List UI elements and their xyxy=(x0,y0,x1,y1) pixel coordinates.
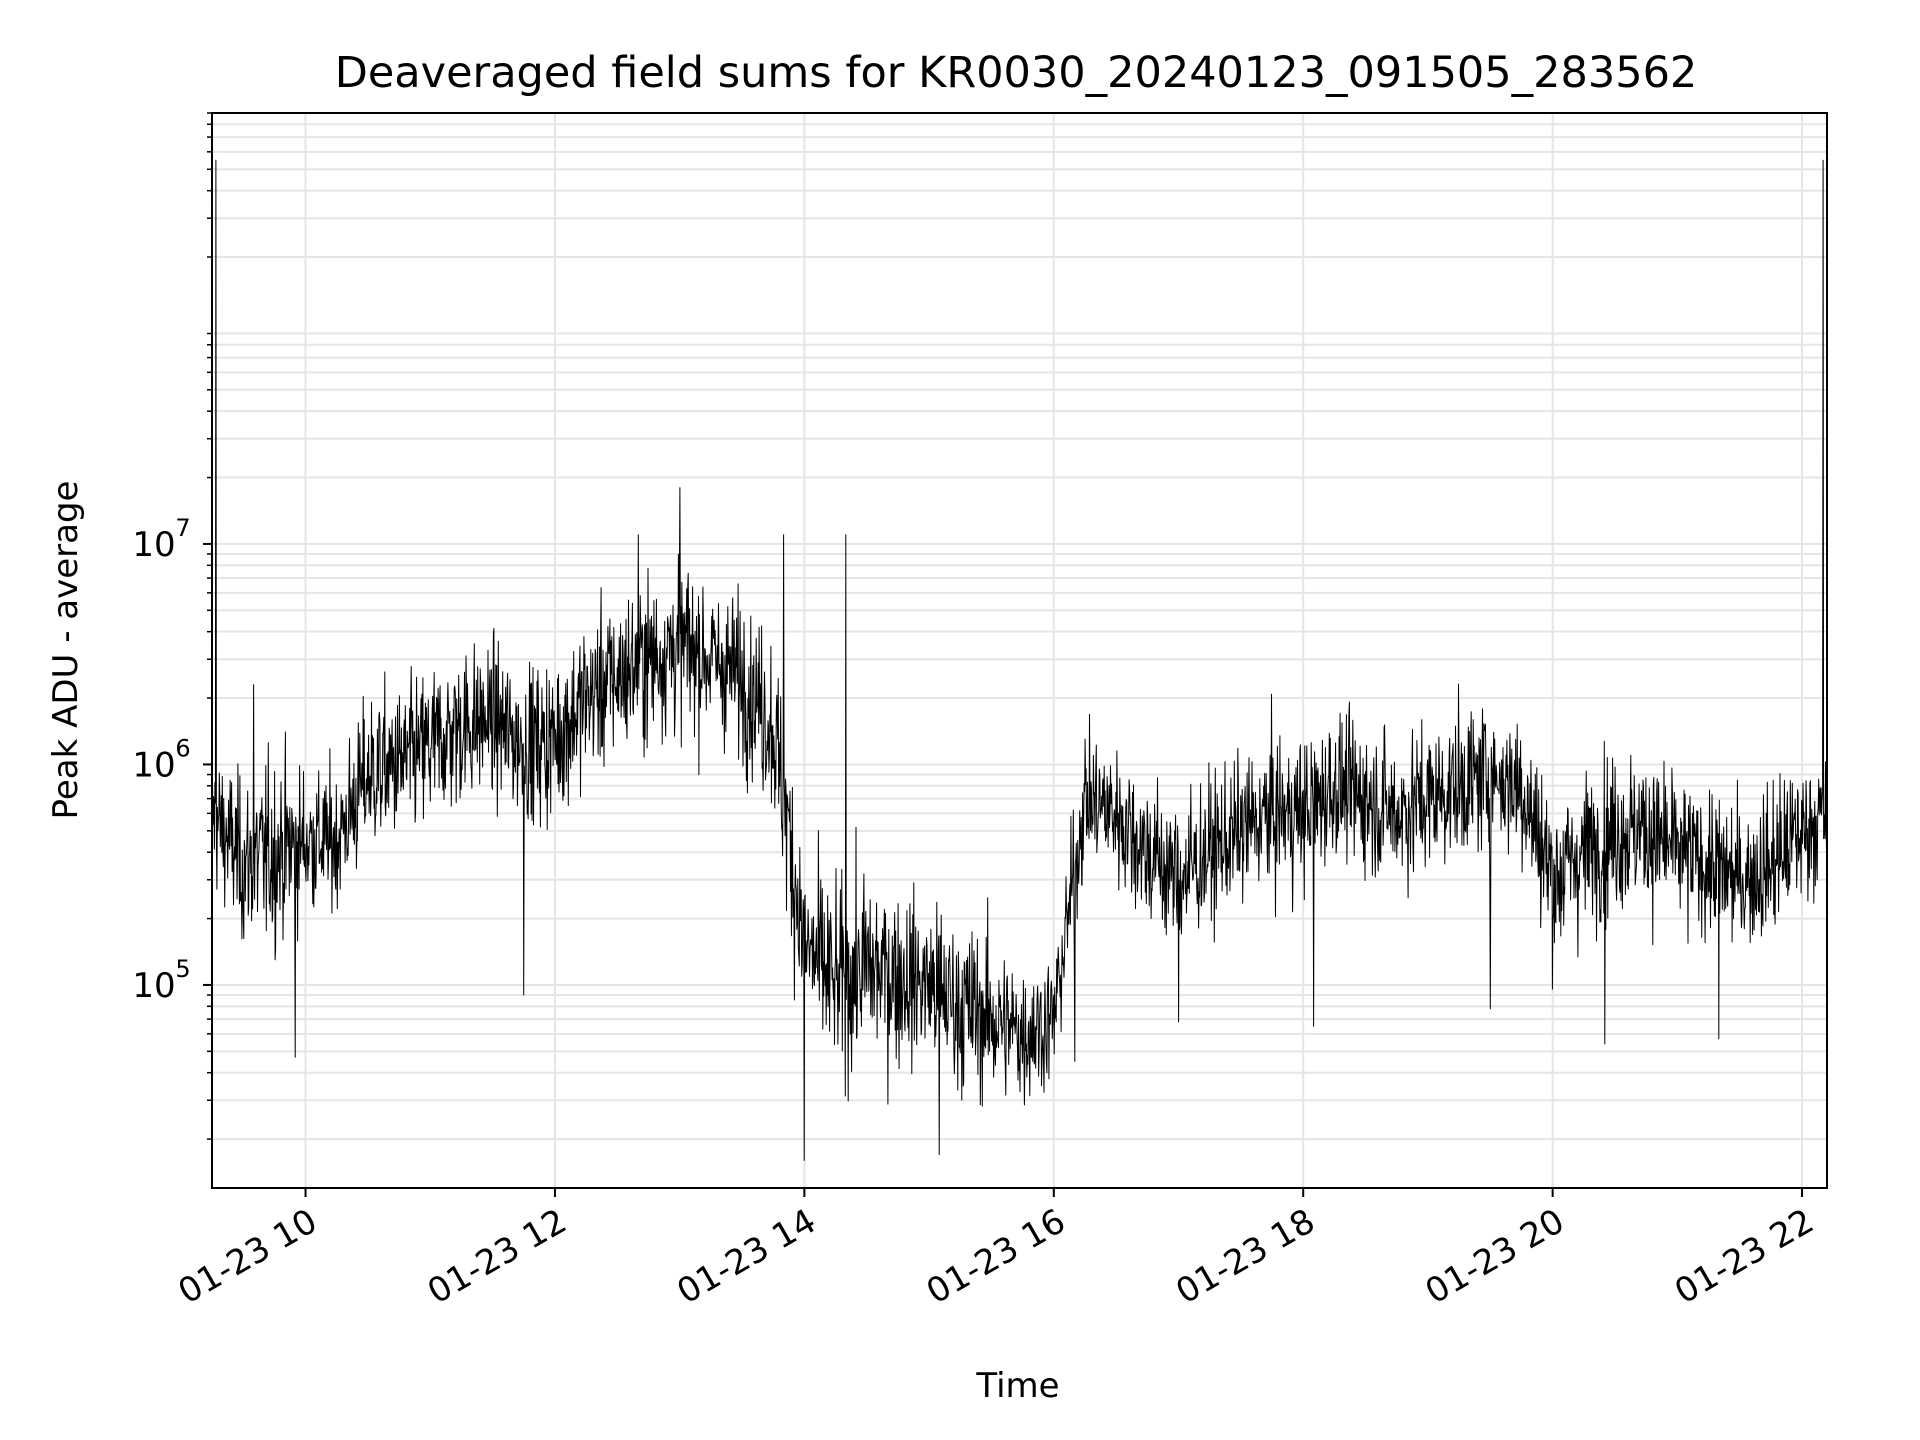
x-axis-label: Time xyxy=(975,1366,1059,1406)
plot-frame xyxy=(211,112,1828,1189)
x-axis-ticks: 01-23 10 01-23 12 01-23 14 01-23 16 01-23 18… xyxy=(172,1188,1821,1312)
chart-title: Deaveraged field sums for KR0030_2024012… xyxy=(335,48,1698,98)
y-tick-label: 10 xyxy=(132,525,175,565)
x-tick-label: 01-23 14 xyxy=(670,1201,822,1312)
y-tick-label: 10 xyxy=(132,745,175,785)
x-tick-label: 01-23 16 xyxy=(920,1201,1072,1312)
series-line xyxy=(211,159,1828,1161)
y-tick-exponent: 5 xyxy=(175,955,190,983)
x-tick-label: 01-23 12 xyxy=(421,1201,573,1312)
series-line-group xyxy=(211,159,1828,1161)
x-tick-label: 01-23 10 xyxy=(172,1201,324,1312)
y-tick-exponent: 7 xyxy=(175,514,190,542)
x-tick-label: 01-23 20 xyxy=(1419,1201,1571,1312)
y-tick-label: 10 xyxy=(132,966,175,1006)
y-axis-label: Peak ADU - average xyxy=(46,481,86,820)
grid xyxy=(212,112,1827,1188)
y-tick-exponent: 6 xyxy=(175,734,190,762)
x-tick-label: 01-23 18 xyxy=(1169,1201,1321,1312)
x-tick-label: 01-23 22 xyxy=(1668,1201,1820,1312)
